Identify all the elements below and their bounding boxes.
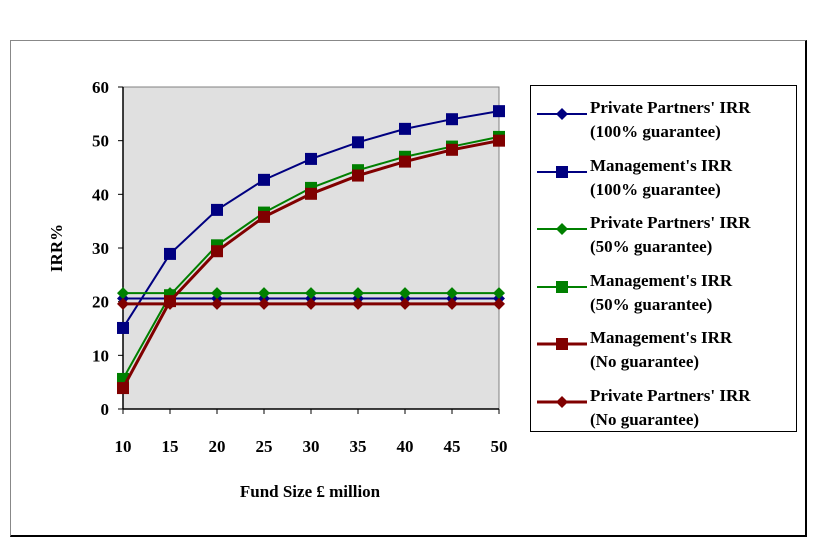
legend-label-line1: Management's IRR — [590, 270, 733, 290]
data-point — [399, 297, 411, 310]
data-point — [258, 173, 270, 186]
x-tick-label: 45 — [444, 437, 461, 456]
legend-marker — [556, 280, 568, 293]
data-point — [493, 134, 505, 147]
data-point — [446, 113, 458, 126]
legend-item: Private Partners' IRR (No guarantee) — [531, 384, 796, 441]
x-tick-label: 30 — [303, 437, 320, 456]
x-tick-label: 15 — [162, 437, 179, 456]
legend-item: Private Partners' IRR (100% guarantee) — [531, 96, 796, 153]
x-tick-label: 40 — [397, 437, 414, 456]
legend-marker — [556, 223, 568, 235]
data-point — [258, 210, 270, 223]
legend-swatch — [537, 165, 587, 178]
legend-label-line1: Private Partners' IRR — [590, 385, 751, 405]
legend-label: Private Partners' IRR (50% guarantee) — [590, 211, 751, 259]
legend-marker — [556, 108, 568, 120]
legend-marker — [556, 338, 568, 350]
legend-label-line2: (50% guarantee) — [590, 294, 713, 314]
data-point — [117, 382, 129, 395]
x-axis-label: Fund Size £ million — [240, 482, 381, 501]
data-point — [258, 297, 270, 310]
data-point — [211, 297, 223, 310]
data-point — [352, 287, 364, 300]
data-point — [399, 122, 411, 135]
legend-label-line1: Management's IRR — [590, 328, 733, 347]
y-axis-label: IRR% — [47, 224, 66, 272]
legend-label-line1: Private Partners' IRR — [590, 98, 751, 117]
data-point — [305, 297, 317, 310]
legend-label: Management's IRR (50% guarantee) — [590, 269, 732, 317]
legend-label-line1: Private Partners' IRR — [590, 213, 751, 232]
y-tick-label: 30 — [92, 239, 109, 258]
data-point — [352, 297, 364, 310]
legend-label: Management's IRR (No guarantee) — [590, 326, 732, 374]
legend-label: Management's IRR (100% guarantee) — [590, 154, 732, 202]
legend-item: Management's IRR (No guarantee) — [531, 326, 796, 383]
y-tick-label: 40 — [92, 185, 109, 204]
legend-label-line2: (50% guarantee) — [590, 237, 713, 256]
y-tick-label: 0 — [101, 400, 110, 419]
x-tick-label: 50 — [491, 437, 508, 456]
x-tick-label: 10 — [115, 437, 132, 456]
x-tick-label: 25 — [256, 437, 273, 456]
legend-label-line2: (100% guarantee) — [590, 179, 721, 199]
legend-marker — [556, 395, 568, 408]
legend-label-line2: (100% guarantee) — [590, 122, 721, 141]
data-point — [305, 152, 317, 165]
legend-label-line1: Management's IRR — [590, 155, 733, 175]
data-point — [446, 287, 458, 300]
legend-item: Management's IRR (50% guarantee) — [531, 269, 796, 326]
data-point — [258, 287, 270, 300]
data-point — [446, 297, 458, 310]
legend-item: Management's IRR (100% guarantee) — [531, 154, 796, 211]
y-tick-label: 10 — [92, 346, 109, 365]
legend-marker — [556, 165, 568, 178]
data-point — [493, 287, 505, 300]
legend-label-line2: (No guarantee) — [590, 409, 700, 429]
legend-swatch — [537, 395, 587, 408]
data-point — [352, 136, 364, 149]
data-point — [399, 155, 411, 168]
legend-swatch — [537, 108, 587, 120]
y-tick-label: 60 — [92, 78, 109, 97]
legend-swatch — [537, 338, 587, 350]
data-point — [117, 297, 129, 310]
data-point — [446, 143, 458, 156]
y-tick-label: 20 — [92, 293, 109, 312]
legend-swatch — [537, 280, 587, 293]
legend-label: Private Partners' IRR (100% guarantee) — [590, 96, 751, 144]
data-point — [305, 287, 317, 300]
series-1 — [117, 105, 505, 334]
data-point — [305, 187, 317, 200]
legend-swatch — [537, 223, 587, 235]
legend-label: Private Partners' IRR (No guarantee) — [590, 384, 751, 432]
x-tick-label: 35 — [350, 437, 367, 456]
data-point — [493, 105, 505, 118]
legend: Private Partners' IRR (100% guarantee) Man… — [530, 85, 797, 432]
plot-area — [122, 86, 500, 410]
data-point — [493, 297, 505, 310]
data-point — [352, 169, 364, 182]
data-point — [211, 287, 223, 300]
series-5 — [117, 297, 505, 310]
series-4 — [117, 134, 505, 395]
data-point — [211, 245, 223, 258]
data-point — [117, 321, 129, 334]
x-tick-label: 20 — [209, 437, 226, 456]
data-point — [164, 247, 176, 260]
y-tick-label: 50 — [92, 132, 109, 151]
legend-item: Private Partners' IRR (50% guarantee) — [531, 211, 796, 268]
series-2 — [117, 287, 505, 300]
legend-label-line2: (No guarantee) — [590, 352, 700, 371]
data-point — [211, 203, 223, 216]
data-point — [164, 297, 176, 310]
data-point — [117, 287, 129, 300]
data-point — [399, 287, 411, 300]
